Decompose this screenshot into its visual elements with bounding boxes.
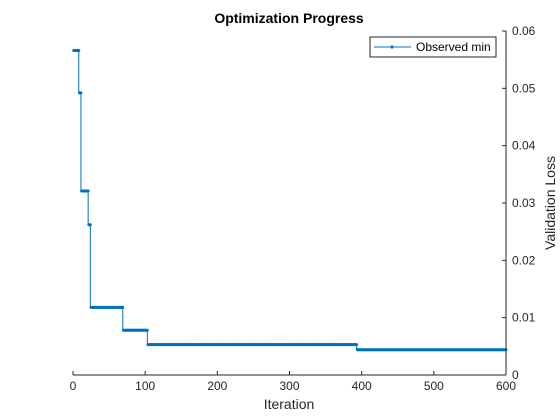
y-tick-label: 0.05 bbox=[512, 81, 536, 95]
chart-title: Optimization Progress bbox=[214, 10, 364, 26]
data-point bbox=[145, 328, 149, 332]
data-point bbox=[121, 305, 125, 309]
plot-area bbox=[73, 31, 506, 375]
y-tick-label: 0.03 bbox=[512, 196, 536, 210]
y-tick-label: 0.06 bbox=[512, 24, 536, 38]
x-tick-label: 300 bbox=[279, 379, 299, 393]
x-tick-label: 400 bbox=[352, 379, 372, 393]
data-point bbox=[77, 48, 81, 52]
data-point bbox=[79, 91, 83, 95]
y-tick-label: 0.01 bbox=[512, 311, 536, 325]
x-tick-label: 200 bbox=[207, 379, 227, 393]
legend-label: Observed min bbox=[416, 40, 491, 54]
y-tick-label: 0.02 bbox=[512, 253, 536, 267]
legend: Observed min bbox=[369, 36, 497, 58]
legend-box bbox=[369, 36, 497, 58]
series-markers bbox=[72, 48, 508, 352]
x-tick-label: 0 bbox=[70, 379, 77, 393]
legend-marker bbox=[390, 45, 394, 49]
y-axis-label: Validation Loss bbox=[542, 156, 558, 250]
y-tick-label: 0.04 bbox=[512, 139, 536, 153]
data-point bbox=[355, 343, 359, 347]
series-layer bbox=[72, 48, 508, 352]
y-tick-label: 0 bbox=[512, 368, 519, 382]
x-tick-label: 100 bbox=[135, 379, 155, 393]
data-point bbox=[86, 189, 90, 193]
axes-layer: 0 100 200 300 400 500 60000.010.020.030.040.05… bbox=[70, 24, 536, 393]
x-axis-label: Iteration bbox=[264, 396, 315, 412]
x-tick-label: 500 bbox=[424, 379, 444, 393]
x-tick-label: 600 bbox=[496, 379, 516, 393]
data-point bbox=[88, 223, 92, 227]
